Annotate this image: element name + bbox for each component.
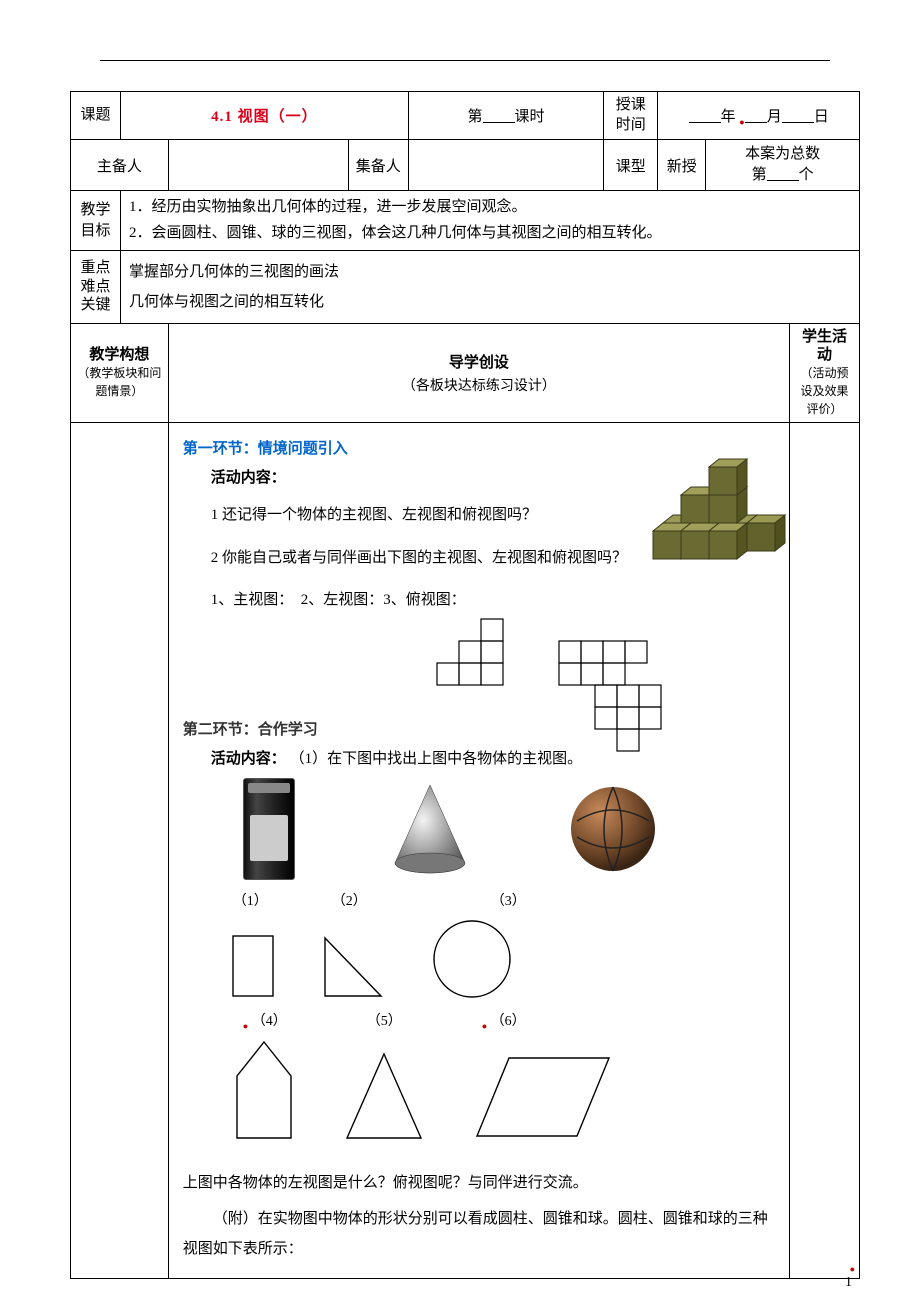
teach-time-label: 授课时间 — [604, 92, 658, 140]
teaching-goals: 1．经历由实物抽象出几何体的过程，进一步发展空间观念。 2．会画圆柱、圆锥、球的… — [121, 191, 860, 251]
shapes-row-2 — [229, 1036, 775, 1146]
main-content: 第一环节：情境问题引入 活动内容： 1 还记得一个物体的主视图、左视图和俯视图吗… — [168, 423, 789, 1279]
co-preparer-value — [408, 140, 603, 191]
section2-title: 第二环节：合作学习 — [183, 718, 775, 739]
key-label: 重点难点关键 — [71, 251, 121, 324]
col1-header: 教学构想 （教学板块和问题情景） — [71, 324, 169, 423]
col1-body — [71, 423, 169, 1279]
views-list: 1、主视图： 2、左视图：3、俯视图： — [211, 586, 775, 615]
closing-1: 上图中各物体的左视图是什么？俯视图呢？与同伴进行交流。 — [183, 1168, 775, 1198]
objects-row — [243, 778, 775, 880]
plan-number-cell: 本案为总数 第个 — [706, 140, 860, 191]
main-preparer-label: 主备人 — [71, 140, 169, 191]
labels-123: （1） （2） （3） — [233, 890, 775, 910]
topic-label: 课题 — [71, 92, 121, 140]
date-cell: 年 ●月日 — [658, 92, 860, 140]
lesson-title: 4.1 视图（一） — [121, 92, 409, 140]
lesson-plan-table: 课题 4.1 视图（一） 第课时 授课时间 年 ●月日 主备人 集备人 课型 新… — [70, 91, 860, 1279]
main-preparer-value — [168, 140, 348, 191]
activity2: 活动内容： （1）在下图中找出上图中各物体的主视图。 — [211, 747, 775, 768]
class-type-value: 新授 — [658, 140, 706, 191]
class-type-label: 课型 — [604, 140, 658, 191]
page-number: 1 — [845, 1275, 852, 1291]
period-cell: 第课时 — [408, 92, 603, 140]
labels-456: ● （4） （5） ● （6） — [243, 1010, 775, 1031]
co-preparer-label: 集备人 — [348, 140, 408, 191]
cone-object — [385, 779, 475, 879]
col3-header: 学生活动 （活动预设及效果评价） — [790, 324, 860, 423]
small-grid — [591, 681, 669, 758]
cubes-illustration — [621, 433, 801, 583]
col2-header: 导学创设 （各板块达标练习设计） — [168, 324, 789, 423]
ball-object — [565, 781, 661, 877]
cylinder-object — [243, 778, 295, 880]
closing-2: （附）在实物图中物体的形状分别可以看成圆柱、圆锥和球。圆柱、圆锥和球的三种视图如… — [183, 1204, 775, 1264]
shapes-row-1 — [229, 916, 775, 1002]
key-points: 掌握部分几何体的三视图的画法 几何体与视图之间的相互转化 — [121, 251, 860, 324]
teaching-goal-label: 教学目标 — [71, 191, 121, 251]
